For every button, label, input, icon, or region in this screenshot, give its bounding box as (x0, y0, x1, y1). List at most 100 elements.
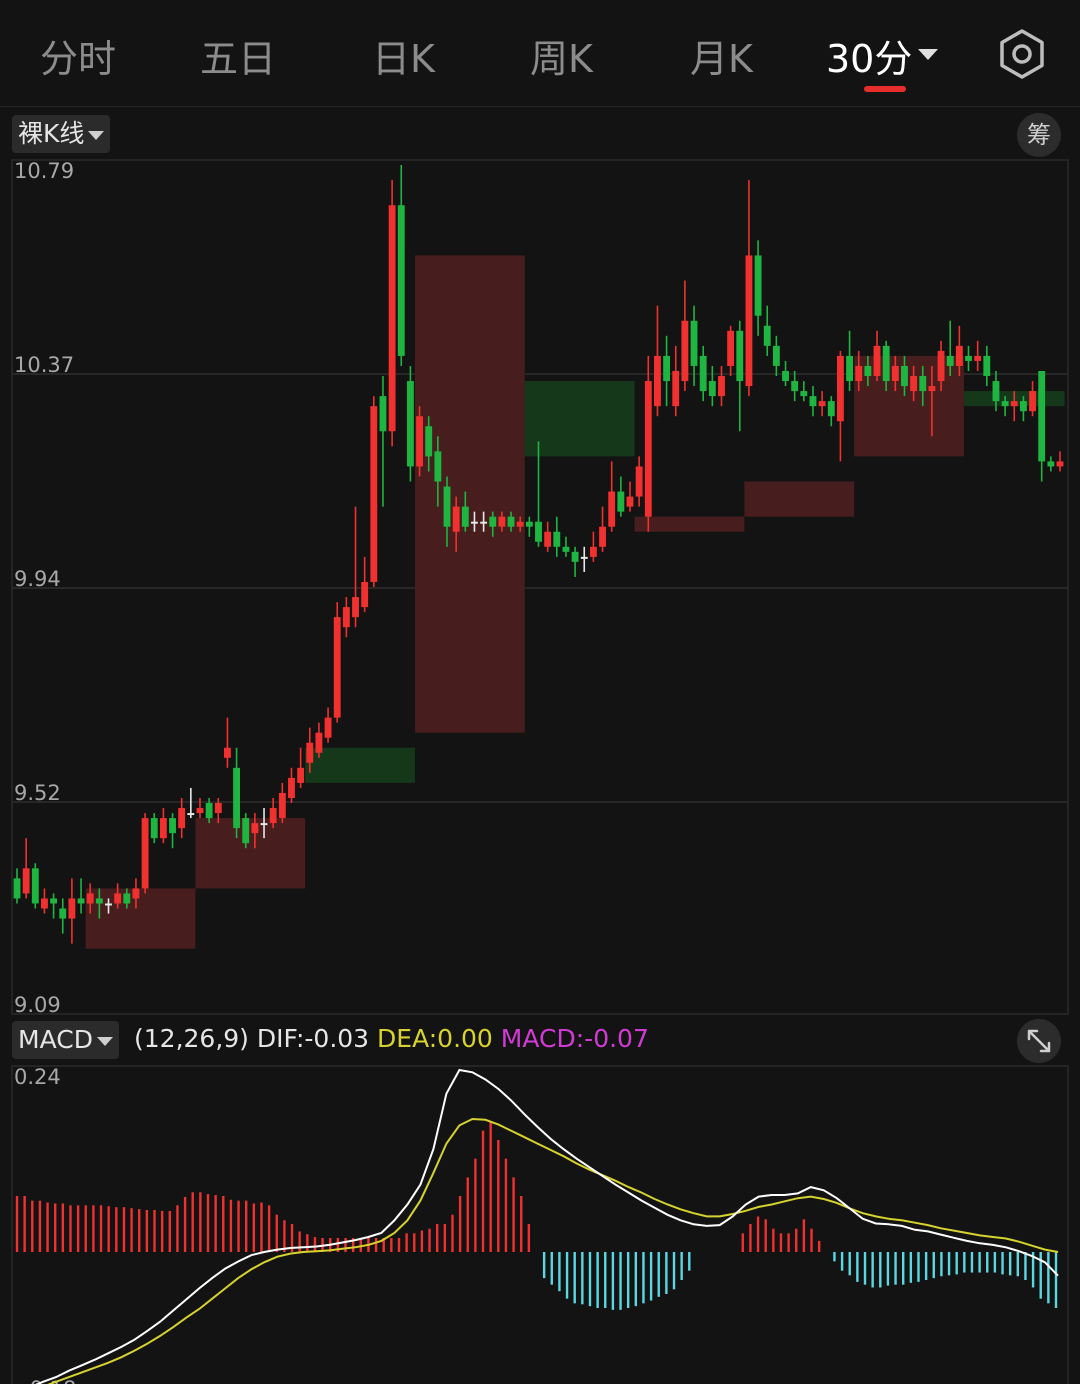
candlestick (379, 376, 387, 507)
candlestick (361, 556, 369, 613)
candlestick (589, 531, 597, 562)
candlestick (983, 345, 991, 387)
candle-body (95, 898, 103, 904)
candle-body (1010, 401, 1018, 407)
candlestick (196, 797, 204, 819)
candlestick (22, 838, 30, 899)
candlestick (315, 722, 323, 758)
candle-body (233, 767, 241, 829)
candle-body (31, 868, 39, 904)
candle-body (745, 255, 753, 387)
indicator-dropdown[interactable]: MACD (12, 1021, 119, 1059)
candlestick (187, 787, 195, 819)
kline-mode-dropdown[interactable]: 裸K线 (12, 115, 111, 153)
gear-icon[interactable] (996, 28, 1048, 80)
candlestick (901, 355, 908, 397)
candle-body (50, 898, 58, 904)
candle-body (159, 818, 167, 839)
chips-button[interactable]: 筹 (1017, 113, 1061, 157)
candle-body (827, 401, 835, 417)
tab-weekly-k[interactable]: 周K (530, 28, 593, 83)
candlestick (297, 747, 305, 788)
macd-params: (12,26,9) (134, 1024, 249, 1053)
candle-body (443, 486, 451, 527)
candlestick (242, 813, 250, 849)
dea-label: DEA: (377, 1024, 438, 1053)
candle-body (333, 617, 341, 718)
candle-body (1019, 401, 1027, 412)
candle-body (471, 521, 478, 524)
candle-body (955, 345, 963, 366)
candle-body (727, 330, 735, 366)
candle-body (699, 355, 707, 392)
candlestick (644, 355, 652, 532)
candlestick (434, 436, 442, 507)
candle-body (425, 426, 433, 457)
tab-monthly-k[interactable]: 月K (690, 28, 753, 83)
candlestick (13, 868, 21, 904)
candlestick (114, 883, 122, 909)
macd-values: (12,26,9) DIF:-0.03 DEA:0.00 MACD:-0.07 (134, 1024, 649, 1053)
candle-body (169, 818, 176, 834)
candle-body (324, 717, 332, 738)
candlestick (352, 506, 359, 628)
candlestick (791, 370, 799, 402)
tab-30-min[interactable]: 30分 (826, 28, 939, 83)
candle-body (553, 531, 561, 547)
candle-body (406, 381, 414, 467)
candle-body (434, 451, 442, 482)
candle-body (361, 581, 369, 608)
candle-body (370, 406, 378, 582)
range-box (634, 516, 745, 532)
candlestick (397, 165, 405, 366)
candle-body (864, 365, 872, 377)
candlestick (672, 345, 680, 417)
candle-body (269, 808, 277, 824)
candlestick (718, 365, 725, 407)
candlestick (763, 305, 771, 356)
candlestick (617, 476, 625, 517)
candlestick (708, 365, 716, 407)
candlestick (946, 320, 954, 377)
expand-icon[interactable] (1017, 1019, 1061, 1063)
candle-body (809, 396, 817, 407)
price-tick-label: 9.94 (14, 567, 61, 591)
candle-body (992, 381, 1000, 402)
price-tick-label: 9.52 (14, 781, 61, 805)
candle-body (41, 898, 48, 909)
candle-body (150, 818, 158, 839)
candlestick (306, 727, 314, 773)
range-box (305, 747, 415, 783)
candle-body (86, 893, 94, 904)
candle-body (708, 381, 716, 397)
candle-body (278, 792, 286, 819)
candlestick (974, 340, 982, 371)
range-box (414, 255, 525, 733)
candle-body (873, 345, 881, 377)
candle-body (681, 320, 689, 382)
candlestick (388, 180, 396, 447)
candlestick (635, 456, 643, 507)
candle-body (1056, 461, 1064, 467)
tab-daily-k[interactable]: 日K (372, 28, 435, 83)
candlestick (443, 476, 451, 547)
tab-five-day[interactable]: 五日 (200, 28, 276, 83)
candlestick (818, 391, 826, 417)
candle-body (589, 546, 597, 557)
candlestick (800, 381, 808, 402)
candlestick (553, 516, 561, 557)
candle-body (800, 391, 808, 397)
candle-body (718, 376, 725, 397)
tab-intraday[interactable]: 分时 (40, 28, 116, 83)
candlestick (928, 365, 936, 437)
tab-weekly-k-label: 周K (530, 37, 593, 81)
price-tick-label: 9.09 (14, 993, 61, 1017)
candle-body (306, 742, 314, 763)
chevron-down-icon (96, 1036, 113, 1046)
candlestick (233, 747, 241, 839)
candle-body (617, 491, 625, 512)
candle-body (114, 893, 122, 904)
chips-button-label: 筹 (1027, 121, 1051, 149)
candle-body (105, 903, 112, 906)
